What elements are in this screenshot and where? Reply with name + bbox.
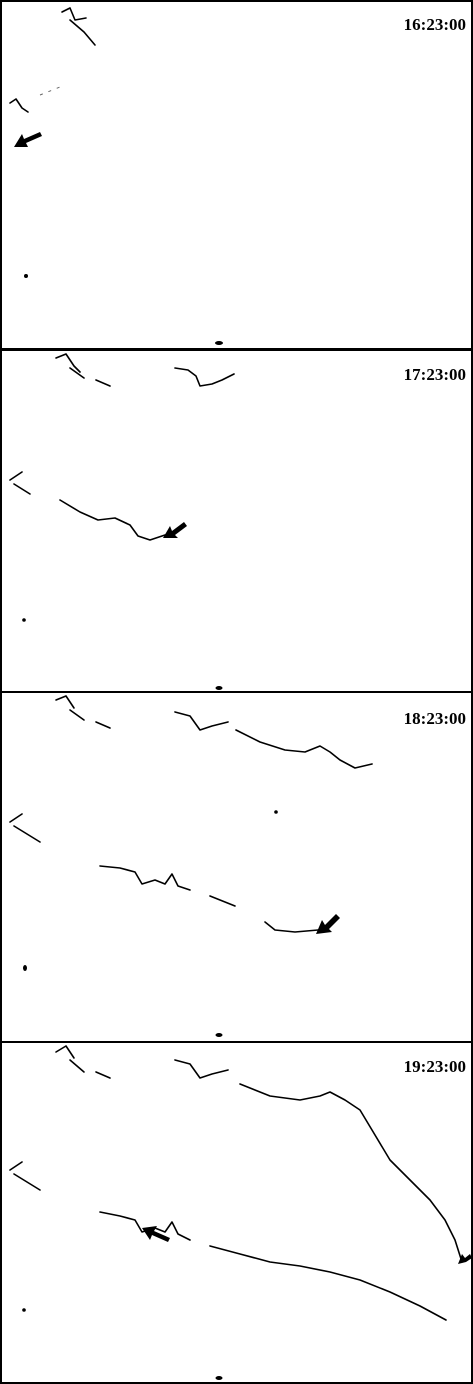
panel: 19:23:00 bbox=[1, 1042, 472, 1383]
panel: 18:23:00 bbox=[1, 692, 472, 1042]
dot bbox=[23, 965, 27, 971]
panel: 17:23:00 bbox=[1, 350, 472, 692]
dot bbox=[24, 274, 28, 278]
dot bbox=[216, 1376, 223, 1380]
timestamp: 19:23:00 bbox=[404, 1057, 466, 1076]
dot bbox=[216, 686, 223, 690]
dot bbox=[22, 1308, 26, 1312]
timestamp: 17:23:00 bbox=[404, 365, 466, 384]
figure: 16:23:00 17:23:00 18:23:00 19:23:00 bbox=[0, 0, 473, 1384]
dot bbox=[215, 341, 223, 345]
page: {"panels": [{"timestamp": "16:23:00"}, {… bbox=[0, 0, 473, 1384]
dot bbox=[22, 618, 26, 622]
dot bbox=[216, 1033, 223, 1037]
dot bbox=[274, 810, 278, 814]
panel-frame bbox=[1, 350, 472, 692]
timestamp: 16:23:00 bbox=[404, 15, 466, 34]
panel: 16:23:00 bbox=[1, 1, 472, 349]
timestamp: 18:23:00 bbox=[404, 709, 466, 728]
panel-frame bbox=[1, 1, 472, 349]
panel-frame bbox=[1, 1042, 472, 1383]
panel-frame bbox=[1, 692, 472, 1042]
